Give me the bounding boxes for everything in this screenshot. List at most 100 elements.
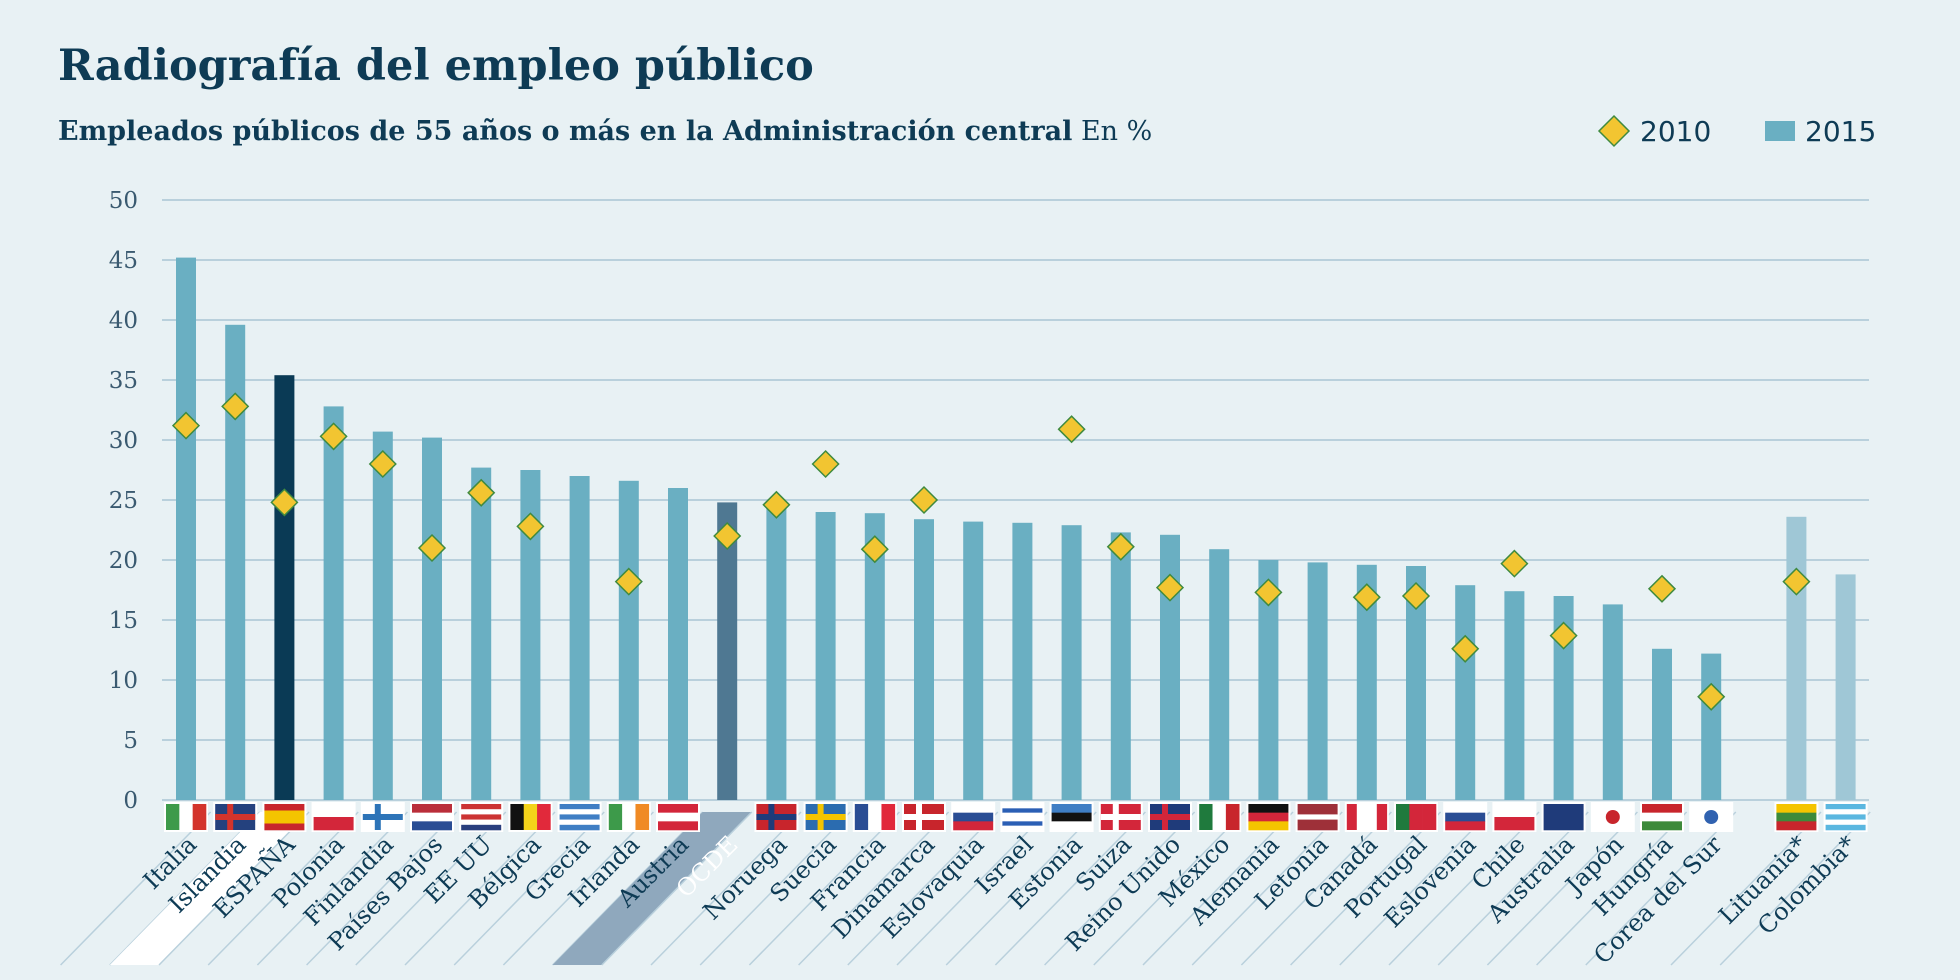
bar [963, 521, 984, 800]
bar [1160, 534, 1180, 800]
y-tick-label: 10 [109, 668, 138, 694]
flag-stripe [264, 817, 305, 824]
flag-stripe [881, 804, 896, 830]
flag [1443, 802, 1488, 832]
flag [508, 802, 553, 832]
separator-line [502, 811, 654, 966]
flag [557, 802, 602, 832]
bar [1786, 516, 1807, 800]
marker [1782, 567, 1811, 596]
flag-stripe [1297, 809, 1338, 815]
marker [811, 449, 840, 479]
flag-stripe [1297, 824, 1338, 831]
separator-line [1437, 811, 1589, 966]
flag-stripe [1396, 804, 1410, 830]
separator-line [60, 811, 212, 966]
bar [1307, 562, 1328, 800]
flag-stripe [1100, 814, 1141, 820]
marker [171, 411, 201, 440]
flag-stripe [461, 824, 502, 831]
separator-line [601, 811, 753, 966]
flag-stripe [635, 804, 650, 830]
flag [1541, 802, 1586, 832]
bar [1061, 525, 1082, 800]
flag-stripe [1150, 814, 1190, 820]
bar [1602, 604, 1623, 800]
flag-stripe [768, 804, 775, 830]
separator-line [306, 811, 458, 966]
flag-stripe [1002, 808, 1043, 813]
separator-line [1486, 811, 1638, 966]
bar [1504, 591, 1525, 800]
flag-stripe [313, 804, 354, 818]
flag-stripe [1776, 821, 1817, 831]
flag-stripe [1445, 821, 1486, 831]
flag [1098, 802, 1143, 832]
flag-stripe [658, 821, 698, 831]
flag-stripe [608, 804, 623, 830]
bar [1258, 560, 1279, 800]
flag [1049, 802, 1094, 832]
flag-stripe [1642, 804, 1682, 813]
flag [803, 802, 848, 832]
bar [766, 503, 787, 800]
flag-stripe [1162, 804, 1168, 830]
flag-stripe [953, 804, 994, 813]
flag-stripe [1776, 804, 1817, 813]
bar [274, 375, 295, 800]
flag [1000, 802, 1045, 832]
flag-stripe [1002, 804, 1043, 809]
flag-stripe [1297, 804, 1338, 810]
bar [323, 406, 344, 800]
flag [1197, 802, 1242, 832]
flag-stripe [264, 810, 305, 818]
flag-stripe [1248, 804, 1289, 813]
flag [1823, 802, 1868, 832]
legend-label: 2015 [1805, 115, 1876, 148]
separator-line [896, 811, 1048, 966]
flag-stripe [166, 804, 180, 830]
bar [225, 324, 246, 800]
separator-line [256, 811, 408, 966]
flag-stripe [1002, 825, 1043, 831]
flag [1640, 802, 1684, 832]
marker [319, 422, 348, 451]
flag-stripe [264, 804, 305, 811]
y-tick-label: 35 [109, 368, 138, 394]
separator-line [1142, 811, 1294, 966]
legend-marker [1597, 114, 1631, 148]
separator-line [748, 811, 900, 966]
y-tick-label: 15 [109, 608, 138, 634]
separator-line [650, 811, 802, 966]
flag [1344, 802, 1389, 832]
bar [1835, 574, 1856, 800]
flag-stripe [904, 814, 944, 820]
bar [618, 480, 639, 800]
bar [422, 437, 442, 800]
flag-stripe [1776, 812, 1817, 822]
flag-stripe [1543, 804, 1584, 831]
marker [1155, 573, 1185, 602]
marker [1549, 621, 1578, 650]
flag-stripe [1642, 812, 1682, 822]
flag-stripe [559, 809, 600, 815]
flag-stripe [1366, 804, 1378, 830]
flag-stripe [412, 804, 452, 813]
flag [262, 802, 307, 832]
flag [410, 802, 454, 832]
flag-stripe [559, 819, 600, 826]
flag [852, 802, 897, 832]
bar [864, 513, 885, 800]
bar [1652, 648, 1672, 800]
separator-line [1536, 811, 1688, 966]
bar [176, 257, 196, 801]
flag-dot [1605, 810, 1620, 824]
subtitle-main: Empleados públicos de 55 años o más en l… [58, 116, 1072, 147]
marker [516, 512, 545, 541]
separator-line [158, 811, 310, 966]
flag-stripe [1494, 804, 1535, 818]
flag [606, 802, 651, 832]
legend-label: 2010 [1640, 115, 1711, 148]
bar [471, 467, 492, 800]
